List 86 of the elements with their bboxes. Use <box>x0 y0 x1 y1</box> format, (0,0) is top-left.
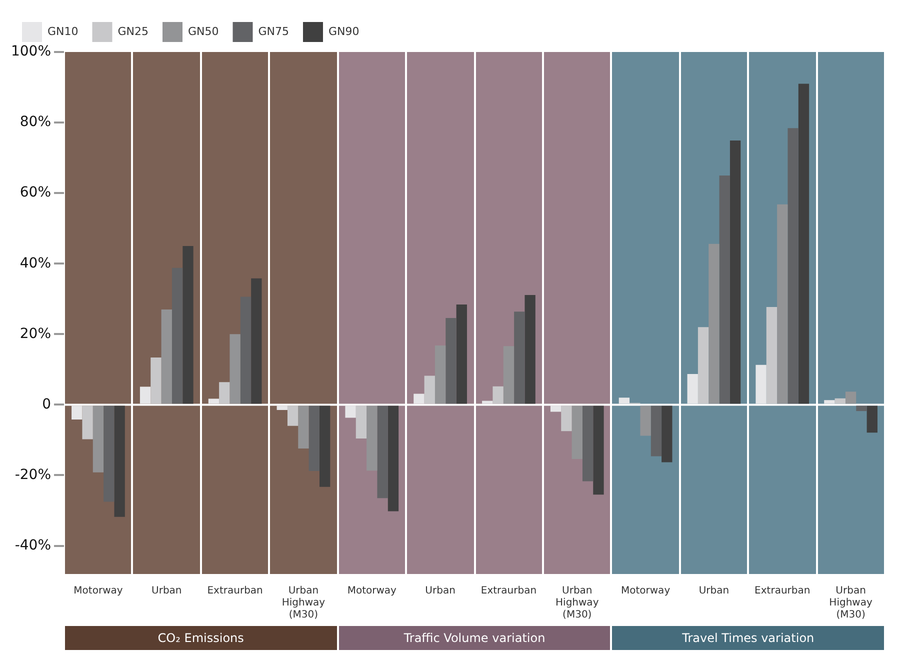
bar <box>834 398 846 404</box>
bar <box>72 406 82 420</box>
text: Travel Times variation <box>612 626 884 650</box>
bar <box>219 382 230 404</box>
bar <box>356 406 367 439</box>
x-tick-label: Urban <box>698 586 730 597</box>
y-tick-label: 40% <box>20 255 52 272</box>
bar <box>856 406 867 412</box>
x-tick-label: Urban Highway (M30) <box>829 586 872 621</box>
bar <box>798 84 810 404</box>
y-tick-label: 20% <box>20 326 52 342</box>
bar <box>730 140 741 404</box>
bar <box>845 392 856 404</box>
legend-label: GN10 <box>48 24 78 38</box>
bar <box>240 296 252 404</box>
y-tick-label: 100% <box>10 44 52 60</box>
bar <box>492 386 504 404</box>
legend-label: GN50 <box>188 24 219 38</box>
bar <box>582 406 594 482</box>
text: Traffic Volume variation <box>338 626 610 650</box>
x-tick-label: Urban <box>425 586 456 597</box>
legend-label: GN90 <box>328 24 360 38</box>
bar <box>687 374 698 404</box>
bar <box>572 406 582 460</box>
bar <box>276 406 288 410</box>
x-tick-label: Extraurban <box>207 586 263 597</box>
bar <box>82 406 93 440</box>
bar <box>719 175 730 404</box>
bar <box>208 398 220 404</box>
bar <box>434 345 446 404</box>
bar <box>640 406 651 436</box>
bar <box>824 400 835 404</box>
bar <box>172 268 183 404</box>
x-tick-label: Urban Highway (M30) <box>282 586 326 621</box>
bar <box>298 406 309 448</box>
bar <box>345 406 356 418</box>
bar <box>708 244 720 404</box>
bar <box>414 394 424 404</box>
bar <box>182 246 194 404</box>
bar <box>618 398 630 404</box>
bar <box>866 406 878 433</box>
bar <box>524 295 536 404</box>
legend-label: GN75 <box>258 24 289 38</box>
x-tick-label: Urban Highway (M30) <box>556 586 599 621</box>
bar <box>92 406 104 472</box>
bar <box>777 204 788 404</box>
bar <box>388 406 399 512</box>
y-tick-label: 0 <box>42 396 52 412</box>
bar <box>424 376 435 404</box>
bar <box>377 406 388 498</box>
bar <box>230 334 240 404</box>
x-tick-label: Motorway <box>74 586 123 597</box>
x-tick-label: Extraurban <box>754 586 810 597</box>
y-tick-label: -20% <box>14 466 52 483</box>
bar <box>140 386 151 404</box>
bar <box>114 406 125 517</box>
bar <box>550 406 562 412</box>
x-tick-label: Extraurban <box>480 586 537 597</box>
x-tick-label: Motorway <box>620 586 670 597</box>
bar <box>561 406 572 432</box>
x-tick-label: Urban <box>152 586 182 597</box>
bar <box>251 278 262 404</box>
bar <box>503 346 514 404</box>
bar <box>104 406 114 502</box>
bar <box>366 406 378 471</box>
bar <box>308 406 320 472</box>
y-tick-label: 60% <box>20 184 52 201</box>
bar <box>766 307 778 404</box>
legend-label: GN25 <box>118 24 148 38</box>
y-tick-label: 80% <box>20 114 52 130</box>
bar <box>287 406 298 426</box>
bar <box>662 406 672 462</box>
bar <box>319 406 330 487</box>
x-tick-label: Motorway <box>347 586 397 597</box>
bar <box>446 318 456 404</box>
bar <box>698 327 709 404</box>
y-tick-label: -40% <box>14 537 52 554</box>
text: CO₂ Emissions <box>65 626 337 650</box>
bar <box>514 312 525 404</box>
bar <box>456 304 467 404</box>
bar <box>593 406 604 495</box>
bar <box>650 406 662 456</box>
bar <box>788 128 798 404</box>
bar <box>161 309 172 404</box>
bar <box>756 364 766 404</box>
bar <box>150 357 162 404</box>
